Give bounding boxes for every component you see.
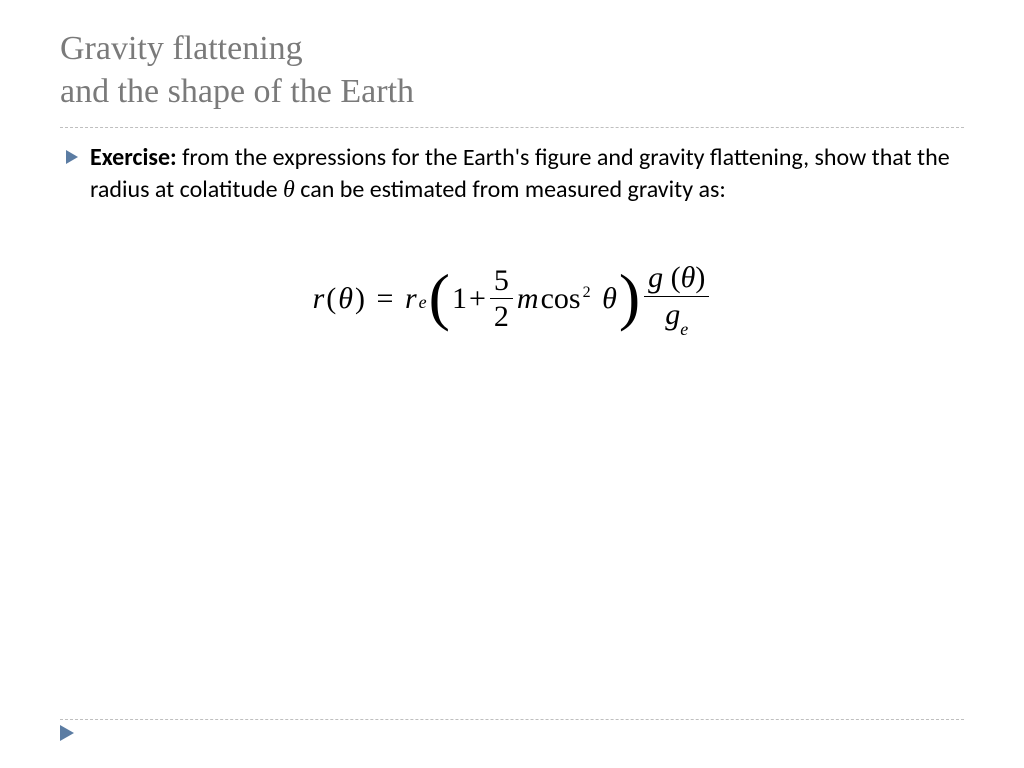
eq-plus: + [469, 282, 486, 316]
slide: Gravity flattening and the shape of the … [0, 0, 1024, 768]
divider-bottom [60, 719, 964, 720]
eq-theta1: θ [338, 282, 353, 316]
eq-lparen: ( [326, 282, 336, 316]
theta-symbol: θ [283, 177, 295, 203]
title-line-2: and the shape of the Earth [60, 73, 414, 110]
eq-frac-den: 2 [490, 301, 513, 333]
eq-m: m [517, 282, 539, 316]
eq-g-bar [644, 296, 709, 297]
footer-triangle-icon [60, 725, 74, 746]
eq-frac-num: 5 [490, 265, 513, 297]
exercise-label: Exercise: [90, 143, 177, 172]
eq-g-den: ge [661, 299, 692, 335]
eq-frac-g: g (θ) ge [644, 262, 709, 334]
eq-g-num: g (θ) [644, 262, 709, 294]
eq-theta2: θ [602, 282, 617, 316]
title-line-1: Gravity flattening [60, 30, 303, 67]
equation: r ( θ ) = re ( 1 + 5 2 m cos2 θ ) g [313, 262, 712, 334]
eq-one: 1 [452, 282, 467, 316]
bullet-item: Exercise: from the expressions for the E… [60, 142, 964, 206]
bullet-text: Exercise: from the expressions for the E… [90, 142, 964, 206]
eq-bigparen-r: ) [619, 268, 640, 326]
eq-g: g [648, 261, 663, 294]
eq-equals: = [377, 282, 394, 316]
eq-bigparen-l: ( [429, 268, 450, 326]
eq-ge-sub: e [680, 319, 688, 339]
eq-ge-g: g [665, 298, 680, 331]
eq-g-lparen: ( [671, 261, 681, 294]
eq-g-theta: θ [681, 261, 696, 294]
triangle-right-icon [66, 150, 78, 169]
equation-container: r ( θ ) = re ( 1 + 5 2 m cos2 θ ) g [60, 262, 964, 334]
eq-frac-bar [490, 298, 513, 299]
eq-re-r: r [405, 282, 417, 316]
eq-rparen: ) [355, 282, 365, 316]
slide-title: Gravity flattening and the shape of the … [60, 28, 964, 113]
divider-top [60, 127, 964, 128]
bullet-after-theta: can be estimated from measured gravity a… [295, 175, 726, 204]
eq-cos: cos [541, 282, 581, 316]
eq-sup2: 2 [583, 284, 591, 302]
eq-re-sub: e [419, 292, 427, 313]
eq-r: r [313, 282, 325, 316]
eq-frac-5-2: 5 2 [490, 265, 513, 333]
eq-g-rparen: ) [695, 261, 705, 294]
